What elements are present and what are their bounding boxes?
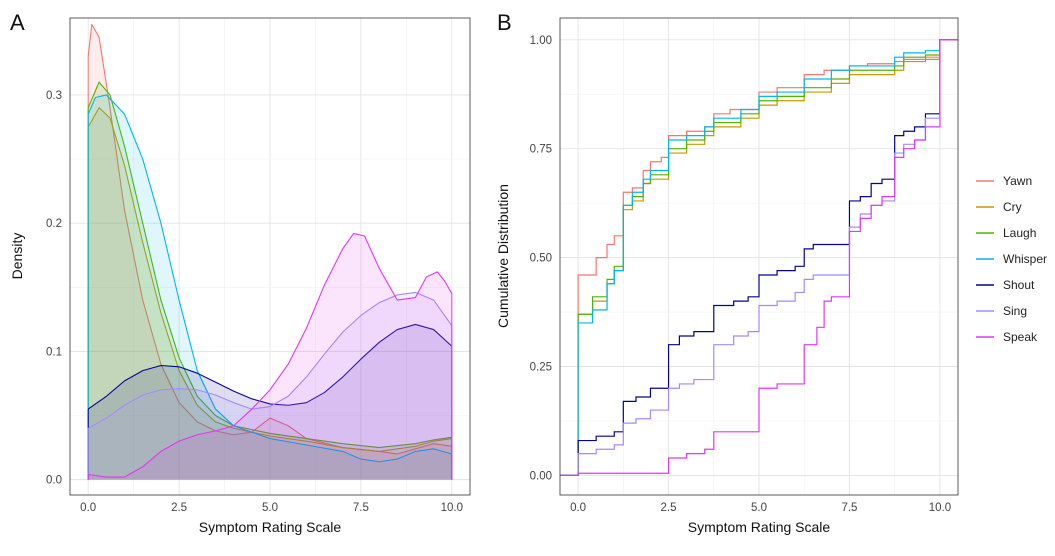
panel-b-step-whisper <box>560 39 958 476</box>
legend-item-shout: Shout <box>976 278 1035 292</box>
panel-a-line-speak <box>88 232 453 478</box>
panel-a-line-laugh <box>87 81 452 449</box>
legend-label: Whisper <box>1003 252 1047 266</box>
legend-item-sing: Sing <box>976 304 1027 318</box>
panel-a-y-tick-label: 0.3 <box>46 90 62 102</box>
panel-b-step-sing <box>560 39 958 476</box>
panel-a-line-shout <box>87 323 453 410</box>
panel-b-x-tick-label: 2.5 <box>661 502 677 514</box>
panel-a-y-tick-label: 0.2 <box>46 218 62 230</box>
panel-a-grid <box>70 18 470 495</box>
panel-a-y-axis-title: Density <box>9 233 25 280</box>
panel-a-area-cry <box>88 107 452 480</box>
panel-a-line-sing <box>87 291 453 429</box>
panel-a-x-tick-label: 10.0 <box>441 502 463 514</box>
panel-a-frame <box>69 17 471 496</box>
panel-b-frame <box>559 17 959 496</box>
panel-a-x-tick-label: 0.0 <box>80 502 96 514</box>
panel-b-y-tick-label: 0.00 <box>530 470 552 482</box>
panel-a-area-laugh <box>88 82 452 480</box>
panel-b-x-tick-label: 10.0 <box>929 502 951 514</box>
panel-b-y-tick-label: 0.50 <box>530 253 552 265</box>
legend-label: Cry <box>1003 200 1022 214</box>
panel-a-area-sing <box>88 292 452 480</box>
panel-b-x-axis-title: Symptom Rating Scale <box>688 519 831 535</box>
legend-label: Speak <box>1003 330 1038 344</box>
legend-label: Yawn <box>1003 174 1032 188</box>
panel-b-x-tick-label: 5.0 <box>751 502 767 514</box>
panel-a-x-tick-label: 5.0 <box>262 502 278 514</box>
panel-b-y-tick-label: 0.75 <box>530 144 552 156</box>
panel-a-series-group <box>87 23 453 480</box>
panel-a-y-tick-label: 0.0 <box>46 475 62 487</box>
panel-a-area-whisper <box>88 94 452 480</box>
panel-b-x-tick-label: 7.5 <box>841 502 857 514</box>
panel-a-area-speak <box>88 233 452 480</box>
legend-label: Sing <box>1003 304 1027 318</box>
panel-a-area-yawn <box>88 24 452 480</box>
legend-item-whisper: Whisper <box>976 252 1047 266</box>
panel-a-line-cry <box>87 107 452 452</box>
panel-a-x-axis-title: Symptom Rating Scale <box>199 519 342 535</box>
panel-b-step-speak <box>560 39 958 476</box>
panel-b-step-shout <box>560 39 958 476</box>
legend-label: Shout <box>1003 278 1035 292</box>
legend-item-speak: Speak <box>976 330 1038 344</box>
panel-a-line-yawn <box>87 23 452 455</box>
panel-b-letter: B <box>497 10 512 35</box>
panel-b-y-axis-title: Cumulative Distribution <box>495 184 511 328</box>
panel-b-x-tick-label: 0.0 <box>570 502 586 514</box>
panel-a-x-tick-label: 2.5 <box>171 502 187 514</box>
legend-label: Laugh <box>1003 226 1036 240</box>
panel-b-series-group <box>560 39 958 476</box>
panel-a-x-tick-label: 7.5 <box>353 502 369 514</box>
cumulative-chart: 0.0 2.5 5.0 7.5 10.0 0.00 0.25 0.50 0.75 1.00 Symp… <box>495 17 959 535</box>
legend-item-yawn: Yawn <box>976 174 1032 188</box>
panel-a-y-tick-label: 0.1 <box>46 346 62 358</box>
legend: Yawn Cry Laugh Whisper Shout Sing Speak <box>976 174 1047 344</box>
panel-b-y-tick-label: 0.25 <box>530 361 552 373</box>
legend-item-laugh: Laugh <box>976 226 1036 240</box>
legend-item-cry: Cry <box>976 200 1022 214</box>
panel-b-y-tick-label: 1.00 <box>530 35 552 47</box>
density-chart: 0.0 2.5 5.0 7.5 10.0 0.0 0.1 0.2 0.3 Symptom Rati… <box>9 17 471 535</box>
panel-a-letter: A <box>10 10 25 35</box>
